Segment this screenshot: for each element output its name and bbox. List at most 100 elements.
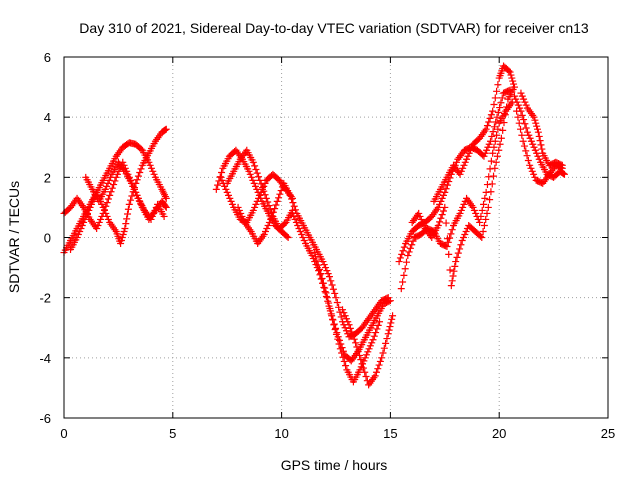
data-point xyxy=(354,347,362,355)
data-point xyxy=(149,167,157,175)
data-point xyxy=(490,101,498,109)
data-point xyxy=(368,339,376,347)
data-point xyxy=(374,365,382,373)
data-point xyxy=(437,197,445,205)
data-point xyxy=(459,203,467,211)
data-point xyxy=(98,200,106,208)
data-point xyxy=(446,266,454,274)
data-point xyxy=(125,200,133,208)
data-point xyxy=(337,313,345,321)
data-point xyxy=(524,156,532,164)
data-point xyxy=(486,165,494,173)
data-point xyxy=(495,146,503,154)
data-point xyxy=(101,185,109,193)
data-point xyxy=(442,242,450,250)
data-point xyxy=(485,140,493,148)
data-point xyxy=(341,324,349,332)
data-point xyxy=(352,339,360,347)
data-point xyxy=(87,200,95,208)
data-point xyxy=(489,149,497,157)
data-point xyxy=(532,119,540,127)
data-point xyxy=(77,224,85,232)
data-point xyxy=(148,212,156,220)
data-point xyxy=(505,87,513,95)
data-point xyxy=(262,194,270,202)
x-tick-label: 20 xyxy=(492,426,506,441)
data-point xyxy=(322,264,330,272)
data-point xyxy=(494,108,502,116)
data-point xyxy=(439,191,447,199)
x-tick-label: 25 xyxy=(601,426,615,441)
data-point xyxy=(382,339,390,347)
data-point xyxy=(268,212,276,220)
y-tick-label: 0 xyxy=(44,231,51,246)
data-point xyxy=(396,254,404,262)
data-point xyxy=(487,157,495,165)
data-point xyxy=(483,209,491,217)
data-point xyxy=(485,173,493,181)
data-point xyxy=(338,349,346,357)
data-point xyxy=(462,227,470,235)
data-point xyxy=(490,143,498,151)
data-point xyxy=(506,68,514,76)
data-point xyxy=(386,323,394,331)
data-point xyxy=(217,173,225,181)
data-point xyxy=(534,128,542,136)
data-point xyxy=(385,326,393,334)
data-point xyxy=(389,312,397,320)
data-point xyxy=(498,94,506,102)
data-point xyxy=(558,161,566,169)
data-point xyxy=(121,224,129,232)
data-point xyxy=(249,206,257,214)
data-point xyxy=(151,206,159,214)
data-point xyxy=(147,215,155,223)
data-point xyxy=(80,218,88,226)
data-point xyxy=(530,170,538,178)
data-point xyxy=(288,195,296,203)
data-point xyxy=(483,122,491,130)
data-point xyxy=(253,169,261,177)
data-point xyxy=(295,224,303,232)
data-point xyxy=(538,145,546,153)
data-point xyxy=(516,104,524,112)
data-point xyxy=(323,294,331,302)
data-point xyxy=(85,206,93,214)
data-point xyxy=(557,161,565,169)
data-point xyxy=(483,146,491,154)
data-point xyxy=(150,170,158,178)
data-point xyxy=(491,137,499,145)
data-point xyxy=(277,187,285,195)
data-point xyxy=(400,243,408,251)
data-point xyxy=(342,315,350,323)
data-point xyxy=(104,215,112,223)
data-point xyxy=(261,227,269,235)
data-point xyxy=(272,201,280,209)
data-point xyxy=(136,169,144,177)
data-point xyxy=(160,212,168,220)
data-point xyxy=(380,344,388,352)
data-point xyxy=(239,215,247,223)
data-point xyxy=(434,203,442,211)
data-point xyxy=(535,132,543,140)
data-point xyxy=(342,362,350,370)
data-point xyxy=(401,265,409,273)
data-point xyxy=(448,277,456,285)
data-point xyxy=(276,190,284,198)
data-point xyxy=(228,200,236,208)
data-point xyxy=(480,221,488,229)
data-point xyxy=(482,188,490,196)
data-point xyxy=(108,184,116,192)
data-point xyxy=(387,319,395,327)
data-point xyxy=(258,184,266,192)
data-point xyxy=(105,176,113,184)
data-point xyxy=(476,232,484,240)
data-point xyxy=(490,172,498,180)
data-point xyxy=(334,335,342,343)
data-point xyxy=(356,351,364,359)
data-point xyxy=(251,203,259,211)
data-point xyxy=(449,272,457,280)
data-point xyxy=(147,164,155,172)
data-point xyxy=(376,357,384,365)
data-point xyxy=(497,134,505,142)
data-point xyxy=(406,244,414,252)
